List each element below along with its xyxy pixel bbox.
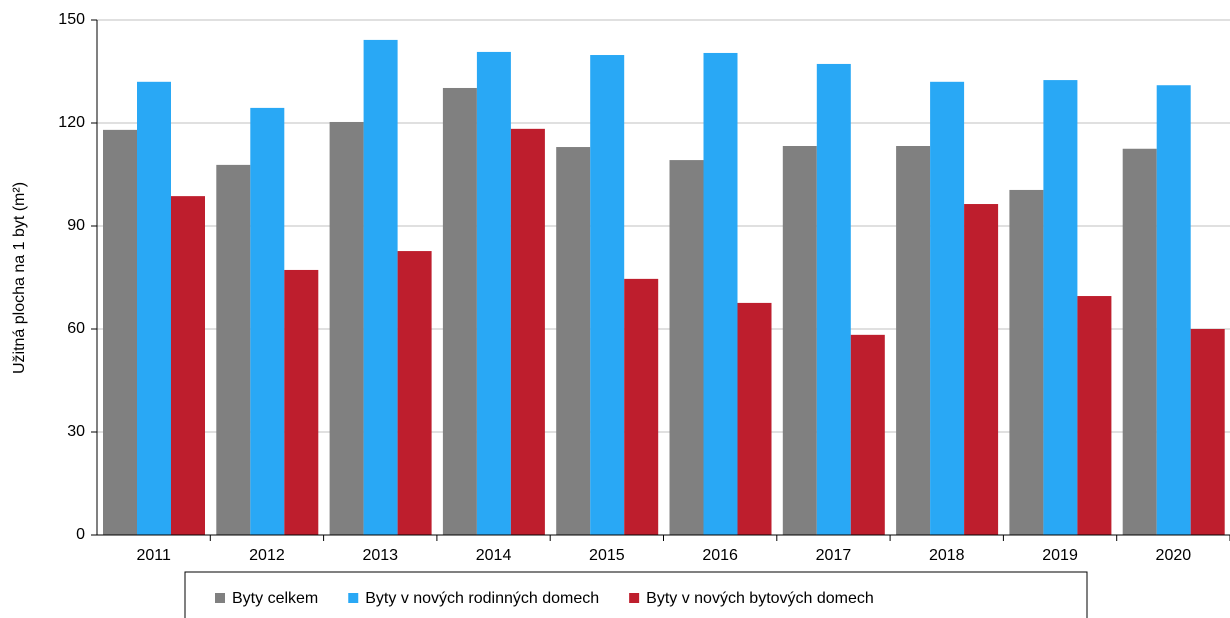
bar: [590, 55, 625, 536]
bar: [216, 164, 251, 536]
legend-marker: [348, 593, 359, 603]
bar: [816, 63, 851, 536]
bar: [171, 196, 205, 535]
bar: [363, 39, 398, 536]
bar: [1009, 189, 1044, 535]
bar: [250, 107, 285, 535]
bar: [930, 81, 965, 536]
bar: [737, 302, 772, 535]
bar: [329, 121, 364, 535]
bar: [476, 51, 511, 536]
x-tick-label: 2013: [362, 547, 398, 564]
legend-label: Byty v nových rodinných domech: [365, 590, 599, 607]
x-tick-label: 2019: [1042, 547, 1078, 564]
bar: [397, 251, 432, 535]
legend-label: Byty celkem: [232, 590, 318, 607]
bar: [284, 269, 319, 535]
bar: [782, 146, 817, 535]
legend-marker: [215, 593, 225, 603]
bar: [1190, 329, 1225, 535]
bar: [103, 129, 137, 535]
x-tick-label: 2017: [816, 547, 852, 564]
bar: [442, 87, 477, 535]
bar: [1043, 80, 1078, 535]
bar: [556, 147, 591, 536]
bar: [1122, 148, 1157, 535]
legend-marker: [629, 593, 640, 603]
bar: [510, 128, 545, 535]
y-tick-label: 120: [58, 114, 85, 131]
y-tick-label: 60: [67, 320, 85, 337]
bar: [669, 160, 704, 535]
bar: [1077, 296, 1112, 535]
y-axis-label: Užitná plocha na 1 byt (m²): [11, 182, 28, 374]
x-tick-label: 2014: [476, 547, 512, 564]
x-tick-label: 2011: [136, 547, 171, 564]
bar: [703, 52, 738, 536]
y-tick-label: 30: [67, 423, 85, 440]
bar: [137, 81, 171, 536]
legend-label: Byty v nových bytových domech: [646, 590, 874, 607]
x-tick-label: 2018: [929, 547, 965, 564]
bar: [896, 146, 931, 535]
x-tick-label: 2015: [589, 547, 625, 564]
bar: [964, 204, 999, 535]
y-tick-label: 90: [67, 217, 85, 234]
bar: [1156, 85, 1191, 535]
x-tick-label: 2012: [249, 547, 285, 564]
x-tick-label: 2020: [1156, 547, 1192, 564]
y-tick-label: 150: [58, 11, 85, 28]
bar: [624, 278, 659, 535]
x-tick-label: 2016: [702, 547, 738, 564]
y-tick-label: 0: [76, 526, 85, 543]
bar: [850, 334, 885, 535]
